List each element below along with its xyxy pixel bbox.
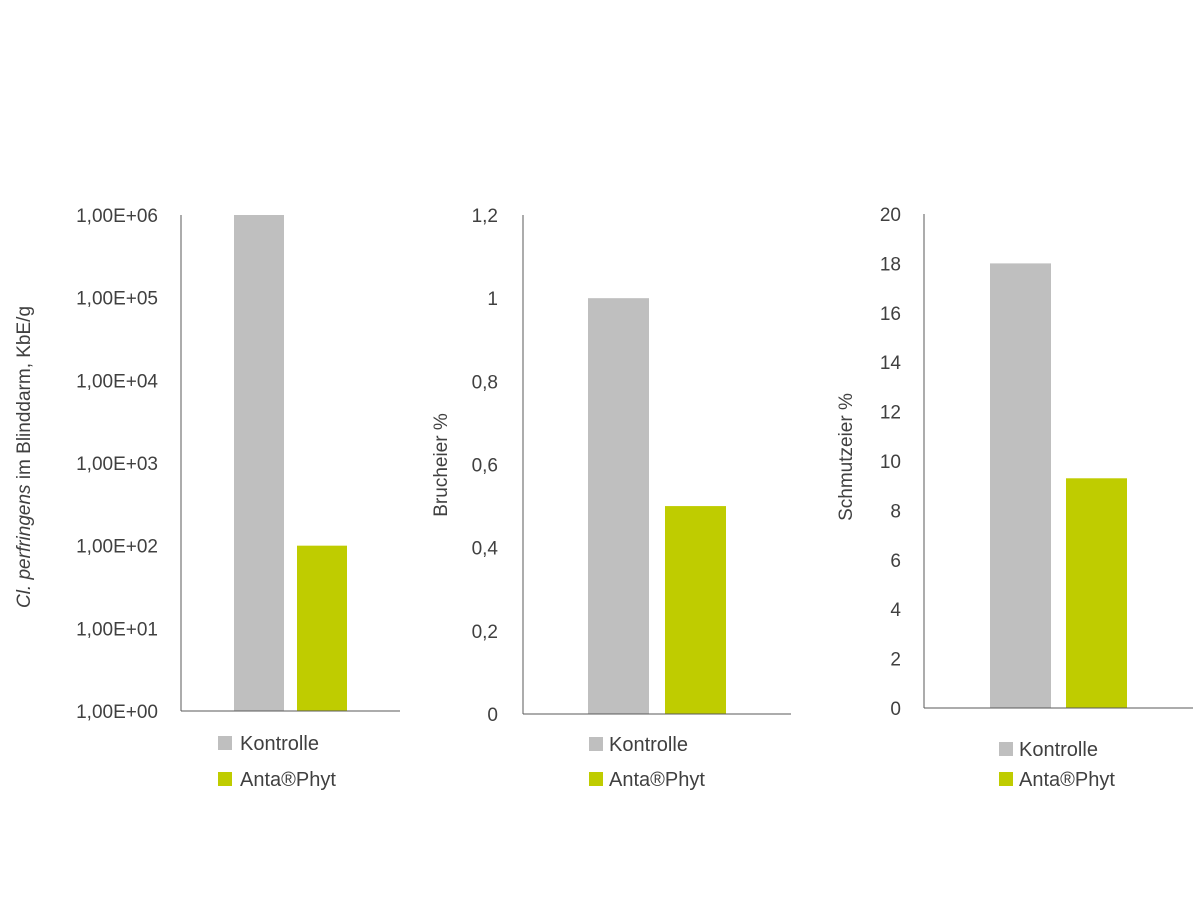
bar-kontrolle bbox=[990, 263, 1051, 708]
y-tick-label: 0,2 bbox=[472, 622, 498, 643]
y-tick-label: 0,6 bbox=[472, 456, 498, 477]
chart-2: 0 0,2 0,4 0,6 0,8 1 1,2 Brucheier % Kontrolle Ant… bbox=[431, 206, 791, 791]
y-tick-label: 12 bbox=[880, 403, 901, 424]
y-axis-title-italic: Cl. perfringens bbox=[14, 484, 35, 608]
bar-kontrolle bbox=[234, 215, 284, 711]
y-tick-label: 6 bbox=[890, 551, 901, 572]
y-tick-label: 14 bbox=[880, 353, 902, 374]
y-tick-label: 1 bbox=[487, 289, 498, 310]
bar-antaphyt bbox=[297, 545, 347, 711]
chart-1: 1,00E+00 1,00E+01 1,00E+02 1,00E+03 1,00E+04… bbox=[14, 206, 400, 791]
y-tick-label: 16 bbox=[880, 304, 901, 325]
legend: Kontrolle Anta®Phyt bbox=[589, 734, 705, 791]
legend-swatch-kontrolle bbox=[218, 736, 232, 750]
y-tick-label: 1,00E+02 bbox=[76, 537, 158, 558]
legend-label: Anta®Phyt bbox=[1019, 769, 1115, 791]
y-axis-title: Brucheier % bbox=[431, 413, 452, 517]
y-tick-label: 20 bbox=[880, 205, 901, 226]
legend-swatch-kontrolle bbox=[999, 742, 1013, 756]
legend-label: Anta®Phyt bbox=[609, 769, 705, 791]
y-tick-label: 1,00E+01 bbox=[76, 619, 158, 640]
y-tick-label: 18 bbox=[880, 254, 901, 275]
y-tick-label: 1,2 bbox=[472, 206, 498, 227]
legend-swatch-kontrolle bbox=[589, 737, 603, 751]
legend: Kontrolle Anta®Phyt bbox=[999, 739, 1115, 791]
legend-swatch-antaphyt bbox=[218, 772, 232, 786]
y-tick-label: 0 bbox=[890, 699, 901, 720]
chart-3: 0 2 4 6 8 10 12 14 16 18 20 Schmutzeier % Kontrolle A… bbox=[836, 205, 1193, 791]
y-axis-title: Schmutzeier % bbox=[836, 393, 857, 521]
legend-swatch-antaphyt bbox=[589, 772, 603, 786]
y-tick-label: 2 bbox=[890, 650, 901, 671]
y-tick-label: 10 bbox=[880, 452, 901, 473]
y-tick-label: 1,00E+06 bbox=[76, 206, 158, 227]
bar-kontrolle bbox=[588, 298, 649, 714]
legend-swatch-antaphyt bbox=[999, 772, 1013, 786]
legend-label: Anta®Phyt bbox=[240, 769, 336, 791]
y-tick-label: 0,8 bbox=[472, 372, 498, 393]
bar-antaphyt bbox=[1066, 478, 1127, 708]
legend-label: Kontrolle bbox=[240, 733, 319, 755]
y-tick-label: 0,4 bbox=[472, 539, 499, 560]
bar-antaphyt bbox=[665, 506, 726, 714]
legend-label: Kontrolle bbox=[609, 734, 688, 756]
y-tick-label: 1,00E+04 bbox=[76, 371, 158, 392]
y-tick-label: 4 bbox=[890, 600, 901, 621]
y-tick-label: 1,00E+00 bbox=[76, 702, 158, 723]
y-tick-label: 8 bbox=[890, 501, 901, 522]
y-tick-label: 1,00E+03 bbox=[76, 454, 158, 475]
y-tick-label: 0 bbox=[487, 705, 498, 726]
legend: Kontrolle Anta®Phyt bbox=[218, 733, 336, 791]
y-tick-label: 1,00E+05 bbox=[76, 289, 158, 310]
y-axis-title: Cl. perfringens im Blinddarm, KbE/g bbox=[14, 306, 35, 608]
y-axis-title-rest: im Blinddarm, KbE/g bbox=[14, 306, 35, 484]
legend-label: Kontrolle bbox=[1019, 739, 1098, 761]
